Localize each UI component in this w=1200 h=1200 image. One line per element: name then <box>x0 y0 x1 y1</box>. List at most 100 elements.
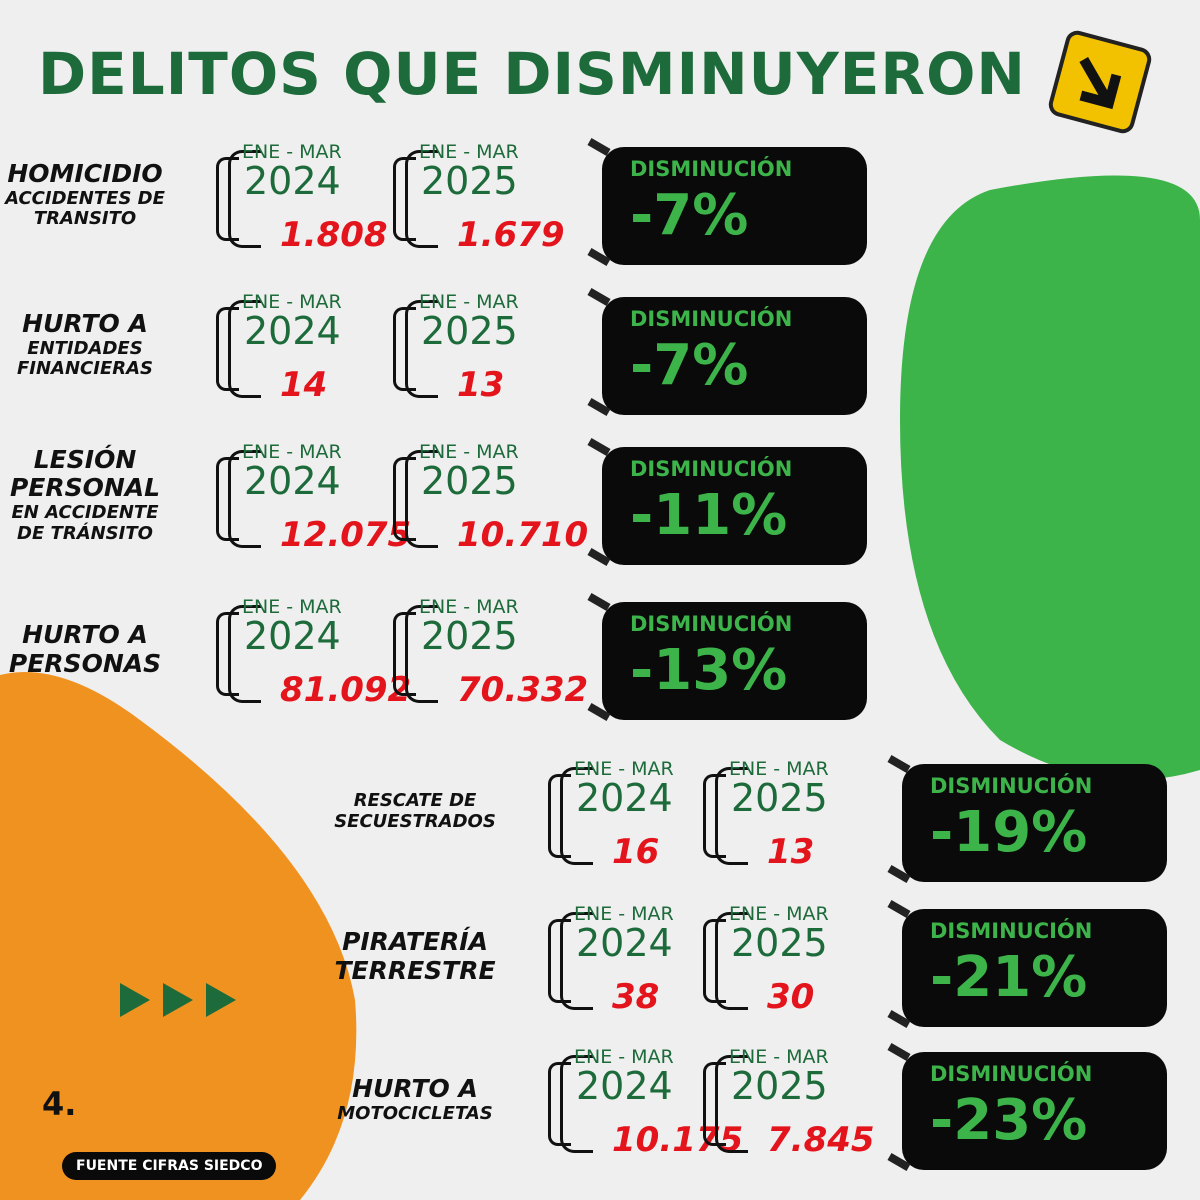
arrow-sign <box>1048 30 1152 134</box>
bracket <box>405 450 438 548</box>
period-year: 2025 <box>421 309 518 353</box>
period-range: ENE - MAR <box>574 903 674 925</box>
change-value: -21% <box>930 945 1088 1010</box>
bracket <box>216 457 239 541</box>
period-range: ENE - MAR <box>242 596 342 618</box>
period-value: 10.710 <box>457 515 589 555</box>
bracket <box>228 605 261 703</box>
period-year: 2024 <box>244 459 341 503</box>
period-range: ENE - MAR <box>242 291 342 313</box>
label-sub: SECUESTRADOS <box>334 811 496 832</box>
item-label: LESIÓN PERSONAL EN ACCIDENTE DE TRÁNSITO <box>0 445 205 545</box>
change-box: DISMINUCIÓN -13% <box>602 602 867 720</box>
period-range: ENE - MAR <box>574 758 674 780</box>
bracket <box>703 919 726 1003</box>
green-blob <box>900 175 1200 781</box>
item-label: PIRATERÍA TERRESTRE <box>295 907 535 1007</box>
source-note: FUENTE CIFRAS SIEDCO <box>62 1152 277 1180</box>
triangles <box>120 983 236 1017</box>
period-year: 2025 <box>421 159 518 203</box>
period-range: ENE - MAR <box>242 141 342 163</box>
item-label: HOMICIDIO ACCIDENTES DE TRANSITO <box>0 145 205 245</box>
period-year: 2024 <box>244 309 341 353</box>
title: DELITOS QUE DISMINUYERON <box>38 40 1026 108</box>
bracket <box>560 767 593 865</box>
change-value: -19% <box>930 800 1088 865</box>
period-range: ENE - MAR <box>729 1046 829 1068</box>
bracket <box>216 157 239 241</box>
label-sub: TRANSITO <box>33 208 137 230</box>
period-range: ENE - MAR <box>242 441 342 463</box>
label-sub: FINANCIERAS <box>16 358 153 380</box>
period-range: ENE - MAR <box>729 903 829 925</box>
change-label: DISMINUCIÓN <box>630 457 793 481</box>
change-value: -23% <box>930 1088 1088 1153</box>
bracket <box>715 1055 748 1153</box>
period-range: ENE - MAR <box>419 291 519 313</box>
period-value: 7.845 <box>767 1120 875 1160</box>
label-main: PERSONAS <box>8 649 162 678</box>
period-value: 13 <box>767 832 815 872</box>
label-main: HURTO A <box>22 308 148 338</box>
period-value: 70.332 <box>457 670 589 710</box>
period-value: 13 <box>457 365 505 405</box>
bracket <box>405 150 438 248</box>
change-label: DISMINUCIÓN <box>930 774 1093 798</box>
label-sub: ACCIDENTES DE <box>5 187 165 209</box>
orange-blob <box>0 672 357 1200</box>
bracket <box>405 300 438 398</box>
item-label: HURTO A MOTOCICLETAS <box>295 1050 535 1150</box>
page-number: 4. <box>42 1085 77 1123</box>
period-value: 81.092 <box>280 670 412 710</box>
period-year: 2024 <box>576 921 673 965</box>
change-label: DISMINUCIÓN <box>630 307 793 331</box>
change-box: DISMINUCIÓN -7% <box>602 297 867 415</box>
bracket <box>548 919 571 1003</box>
period-value: 1.679 <box>457 215 565 255</box>
bracket <box>715 767 748 865</box>
period-year: 2024 <box>576 776 673 820</box>
change-value: -7% <box>630 333 749 398</box>
label-main: PIRATERÍA <box>342 927 488 957</box>
bracket <box>216 612 239 696</box>
label-sub: RESCATE DE <box>353 790 477 812</box>
bracket <box>548 774 571 858</box>
period-value: 30 <box>767 977 815 1017</box>
change-box: DISMINUCIÓN -19% <box>902 764 1167 882</box>
label-main: TERRESTRE <box>334 956 496 985</box>
bracket <box>703 774 726 858</box>
period-range: ENE - MAR <box>574 1046 674 1068</box>
bracket <box>548 1062 571 1146</box>
bracket <box>216 307 239 391</box>
bracket <box>715 912 748 1010</box>
bracket <box>228 300 261 398</box>
label-sub: DE TRÁNSITO <box>17 522 153 544</box>
period-year: 2024 <box>244 159 341 203</box>
period-value: 38 <box>612 977 660 1017</box>
change-value: -11% <box>630 483 788 548</box>
change-value: -7% <box>630 183 749 248</box>
label-sub: ENTIDADES <box>27 337 143 359</box>
label-main: PERSONAL <box>9 473 161 503</box>
period-year: 2025 <box>731 1064 828 1108</box>
period-year: 2024 <box>244 614 341 658</box>
label-main: HURTO A <box>22 620 148 650</box>
item-label: RESCATE DE SECUESTRADOS <box>295 762 535 862</box>
bracket <box>703 1062 726 1146</box>
bracket <box>560 1055 593 1153</box>
period-value: 16 <box>612 832 660 872</box>
bracket <box>393 612 416 696</box>
label-sub: EN ACCIDENTE <box>11 502 159 524</box>
item-label: HURTO A ENTIDADES FINANCIERAS <box>0 295 205 395</box>
period-value: 12.075 <box>280 515 412 555</box>
bracket <box>393 457 416 541</box>
period-year: 2024 <box>576 1064 673 1108</box>
label-sub: MOTOCICLETAS <box>337 1103 493 1125</box>
period-range: ENE - MAR <box>419 441 519 463</box>
bracket <box>560 912 593 1010</box>
label-main: HURTO A <box>352 1074 478 1104</box>
period-year: 2025 <box>731 776 828 820</box>
change-value: -13% <box>630 638 788 703</box>
bracket <box>228 450 261 548</box>
